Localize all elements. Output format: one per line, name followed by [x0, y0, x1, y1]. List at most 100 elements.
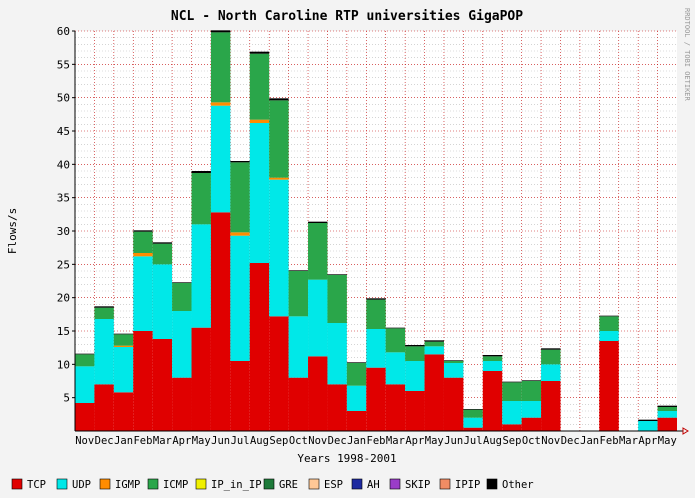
bar-udp-jun	[210, 105, 231, 213]
x-tick-labels: Nov Dec Jan Feb Mar Apr May Jun Jul Aug Sep Oct Nov D…	[75, 435, 677, 447]
bar-icmp-sep	[502, 382, 522, 401]
bar-other-feb	[133, 230, 153, 232]
bar-other-jan	[113, 333, 134, 335]
bar-tcp-jun	[443, 377, 464, 431]
x-tick-label: Dec	[561, 435, 580, 447]
legend-item-ipip: IPIP	[439, 478, 480, 491]
y-tick-label: 50	[57, 92, 70, 105]
bar-tcp-oct	[288, 377, 309, 431]
y-axis-label: Flows/s	[6, 208, 19, 254]
bar-tcp-feb	[133, 331, 153, 431]
y-tick-label: 5	[63, 392, 70, 405]
bar-tcp-feb	[599, 341, 619, 431]
bar-icmp-oct	[288, 271, 309, 317]
x-tick-label: Oct	[522, 435, 541, 447]
bars	[75, 30, 677, 431]
bar-udp-mar	[385, 352, 406, 385]
legend-swatch	[263, 478, 275, 490]
rrdtool-credit: RRDTOOL / TOBI OETIKER	[683, 8, 691, 102]
bar-other-jun	[443, 360, 464, 361]
x-tick-label: Feb	[133, 435, 152, 447]
bar-icmp-oct	[521, 381, 542, 401]
bar-tcp-feb	[366, 367, 386, 431]
bar-icmp-feb	[366, 299, 386, 329]
legend-item-tcp: TCP	[11, 478, 46, 491]
x-tick-label: May	[658, 435, 677, 447]
x-tick-label: Dec	[328, 435, 347, 447]
legend-item-esp: ESP	[308, 478, 343, 491]
x-axis-label: Years 1998-2001	[297, 452, 396, 465]
bar-tcp-dec	[327, 384, 347, 431]
bar-igmp-feb	[133, 253, 153, 257]
bar-tcp-apr	[172, 377, 192, 431]
x-tick-label: Jan	[580, 435, 599, 447]
legend-swatch	[439, 478, 451, 490]
x-tick-label: Jan	[347, 435, 366, 447]
legend-swatch	[308, 478, 320, 490]
x-tick-label: May	[192, 435, 211, 447]
bar-other-apr	[405, 345, 425, 347]
x-tick-label: Mar	[619, 435, 638, 447]
y-tick-label: 55	[57, 58, 70, 71]
bar-icmp-apr	[405, 346, 425, 361]
bar-icmp-aug	[482, 356, 503, 361]
x-tick-label: Dec	[95, 435, 114, 447]
x-tick-label: Sep	[269, 435, 288, 447]
bar-tcp-dec	[94, 384, 114, 431]
bar-other-nov	[541, 348, 561, 350]
bar-tcp-nov	[75, 403, 95, 431]
x-tick-label: Nov	[308, 435, 327, 447]
legend-label: ESP	[324, 479, 343, 491]
x-tick-label: May	[425, 435, 444, 447]
x-tick-label: Jul	[231, 435, 250, 447]
bar-udp-may	[657, 411, 677, 418]
bar-icmp-jul	[463, 409, 483, 418]
bar-icmp-dec	[327, 275, 347, 323]
bar-other-sep	[502, 381, 522, 383]
bar-udp-jan	[346, 385, 367, 411]
legend-swatch	[389, 478, 401, 490]
bar-tcp-jan	[346, 411, 367, 431]
bar-icmp-may	[191, 173, 211, 225]
legend-item-ip_in_ip: IP_in_IP	[195, 478, 262, 491]
bar-icmp-mar	[385, 328, 406, 353]
bar-tcp-sep	[502, 424, 522, 431]
bar-udp-jul	[230, 235, 250, 361]
bar-igmp-jan	[113, 345, 134, 347]
bar-other-may	[657, 405, 677, 407]
y-tick-label: 45	[57, 125, 70, 138]
x-tick-label: Mar	[153, 435, 172, 447]
legend-label: IP_in_IP	[211, 479, 262, 491]
bar-other-nov	[308, 221, 328, 223]
bar-other-jul	[463, 409, 483, 410]
bar-other-dec	[327, 274, 347, 275]
bar-other-mar	[385, 327, 406, 329]
bar-igmp-aug	[249, 119, 270, 123]
y-tick-label: 25	[57, 258, 70, 271]
bar-other-feb	[366, 298, 386, 300]
y-tick-label: 60	[57, 25, 70, 38]
bar-other-aug	[482, 355, 503, 357]
x-tick-label: Aug	[483, 435, 502, 447]
bar-tcp-jun	[210, 212, 231, 431]
legend-item-other: Other	[486, 478, 534, 491]
legend-item-icmp: ICMP	[147, 478, 188, 491]
legend-item-udp: UDP	[56, 478, 91, 491]
legend-swatch	[351, 478, 363, 490]
y-tick-label: 35	[57, 192, 70, 205]
bar-udp-oct	[521, 401, 542, 418]
bar-other-sep	[269, 98, 289, 101]
bar-udp-sep	[502, 401, 522, 425]
bar-other-jul	[230, 161, 250, 163]
legend-label: UDP	[72, 479, 91, 491]
bar-udp-feb	[133, 256, 153, 331]
x-tick-label: Feb	[367, 435, 386, 447]
bar-udp-feb	[599, 331, 619, 341]
legend-item-ah: AH	[351, 478, 380, 491]
legend-swatch	[99, 478, 111, 490]
x-tick-label: Jun	[211, 435, 230, 447]
x-tick-label: Apr	[405, 435, 424, 447]
bar-udp-sep	[269, 179, 289, 317]
legend-label: GRE	[279, 479, 298, 491]
